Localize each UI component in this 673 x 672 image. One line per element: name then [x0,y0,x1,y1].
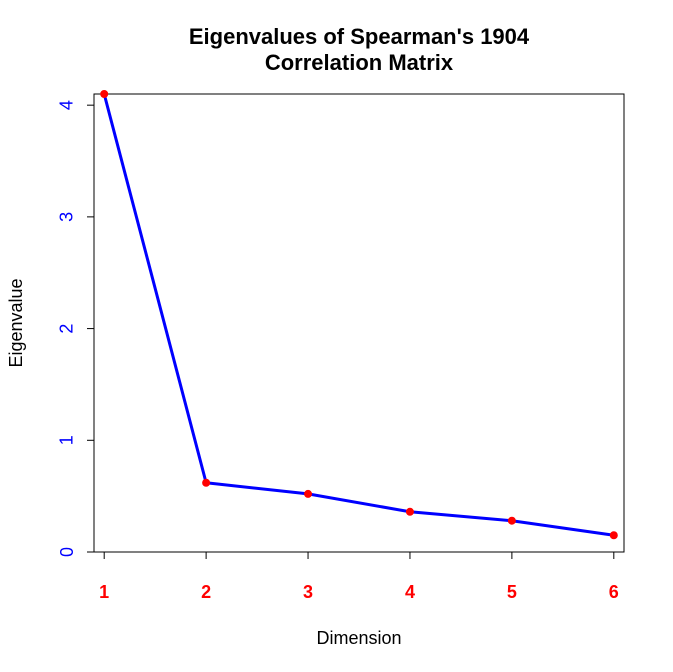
chart-title-line-2: Correlation Matrix [265,50,454,75]
x-axis: 1 2 3 4 5 6 [99,551,619,602]
x-axis-label: Dimension [316,628,401,648]
series-layer [102,92,616,537]
plot-frame [93,93,625,553]
x-tick-label: 2 [201,582,211,602]
y-tick-label: 0 [57,547,77,557]
x-tick-label: 4 [405,582,415,602]
data-point [405,507,414,516]
x-tick-label: 6 [609,582,619,602]
data-point [507,516,516,525]
x-tick-label: 1 [99,582,109,602]
chart-title-line-1: Eigenvalues of Spearman's 1904 [189,24,530,49]
y-tick-label: 3 [57,212,77,222]
y-tick-label: 1 [57,435,77,445]
y-tick-label: 4 [57,100,77,110]
data-point [304,489,313,498]
data-point [202,478,211,487]
y-axis: 0 1 2 3 4 [57,100,95,557]
x-tick-label: 3 [303,582,313,602]
data-point [100,90,109,98]
series-line [102,92,616,537]
y-tick-label: 2 [57,324,77,334]
points-layer [100,90,618,540]
y-axis-label: Eigenvalue [6,278,26,367]
x-tick-label: 5 [507,582,517,602]
data-point [609,531,618,540]
